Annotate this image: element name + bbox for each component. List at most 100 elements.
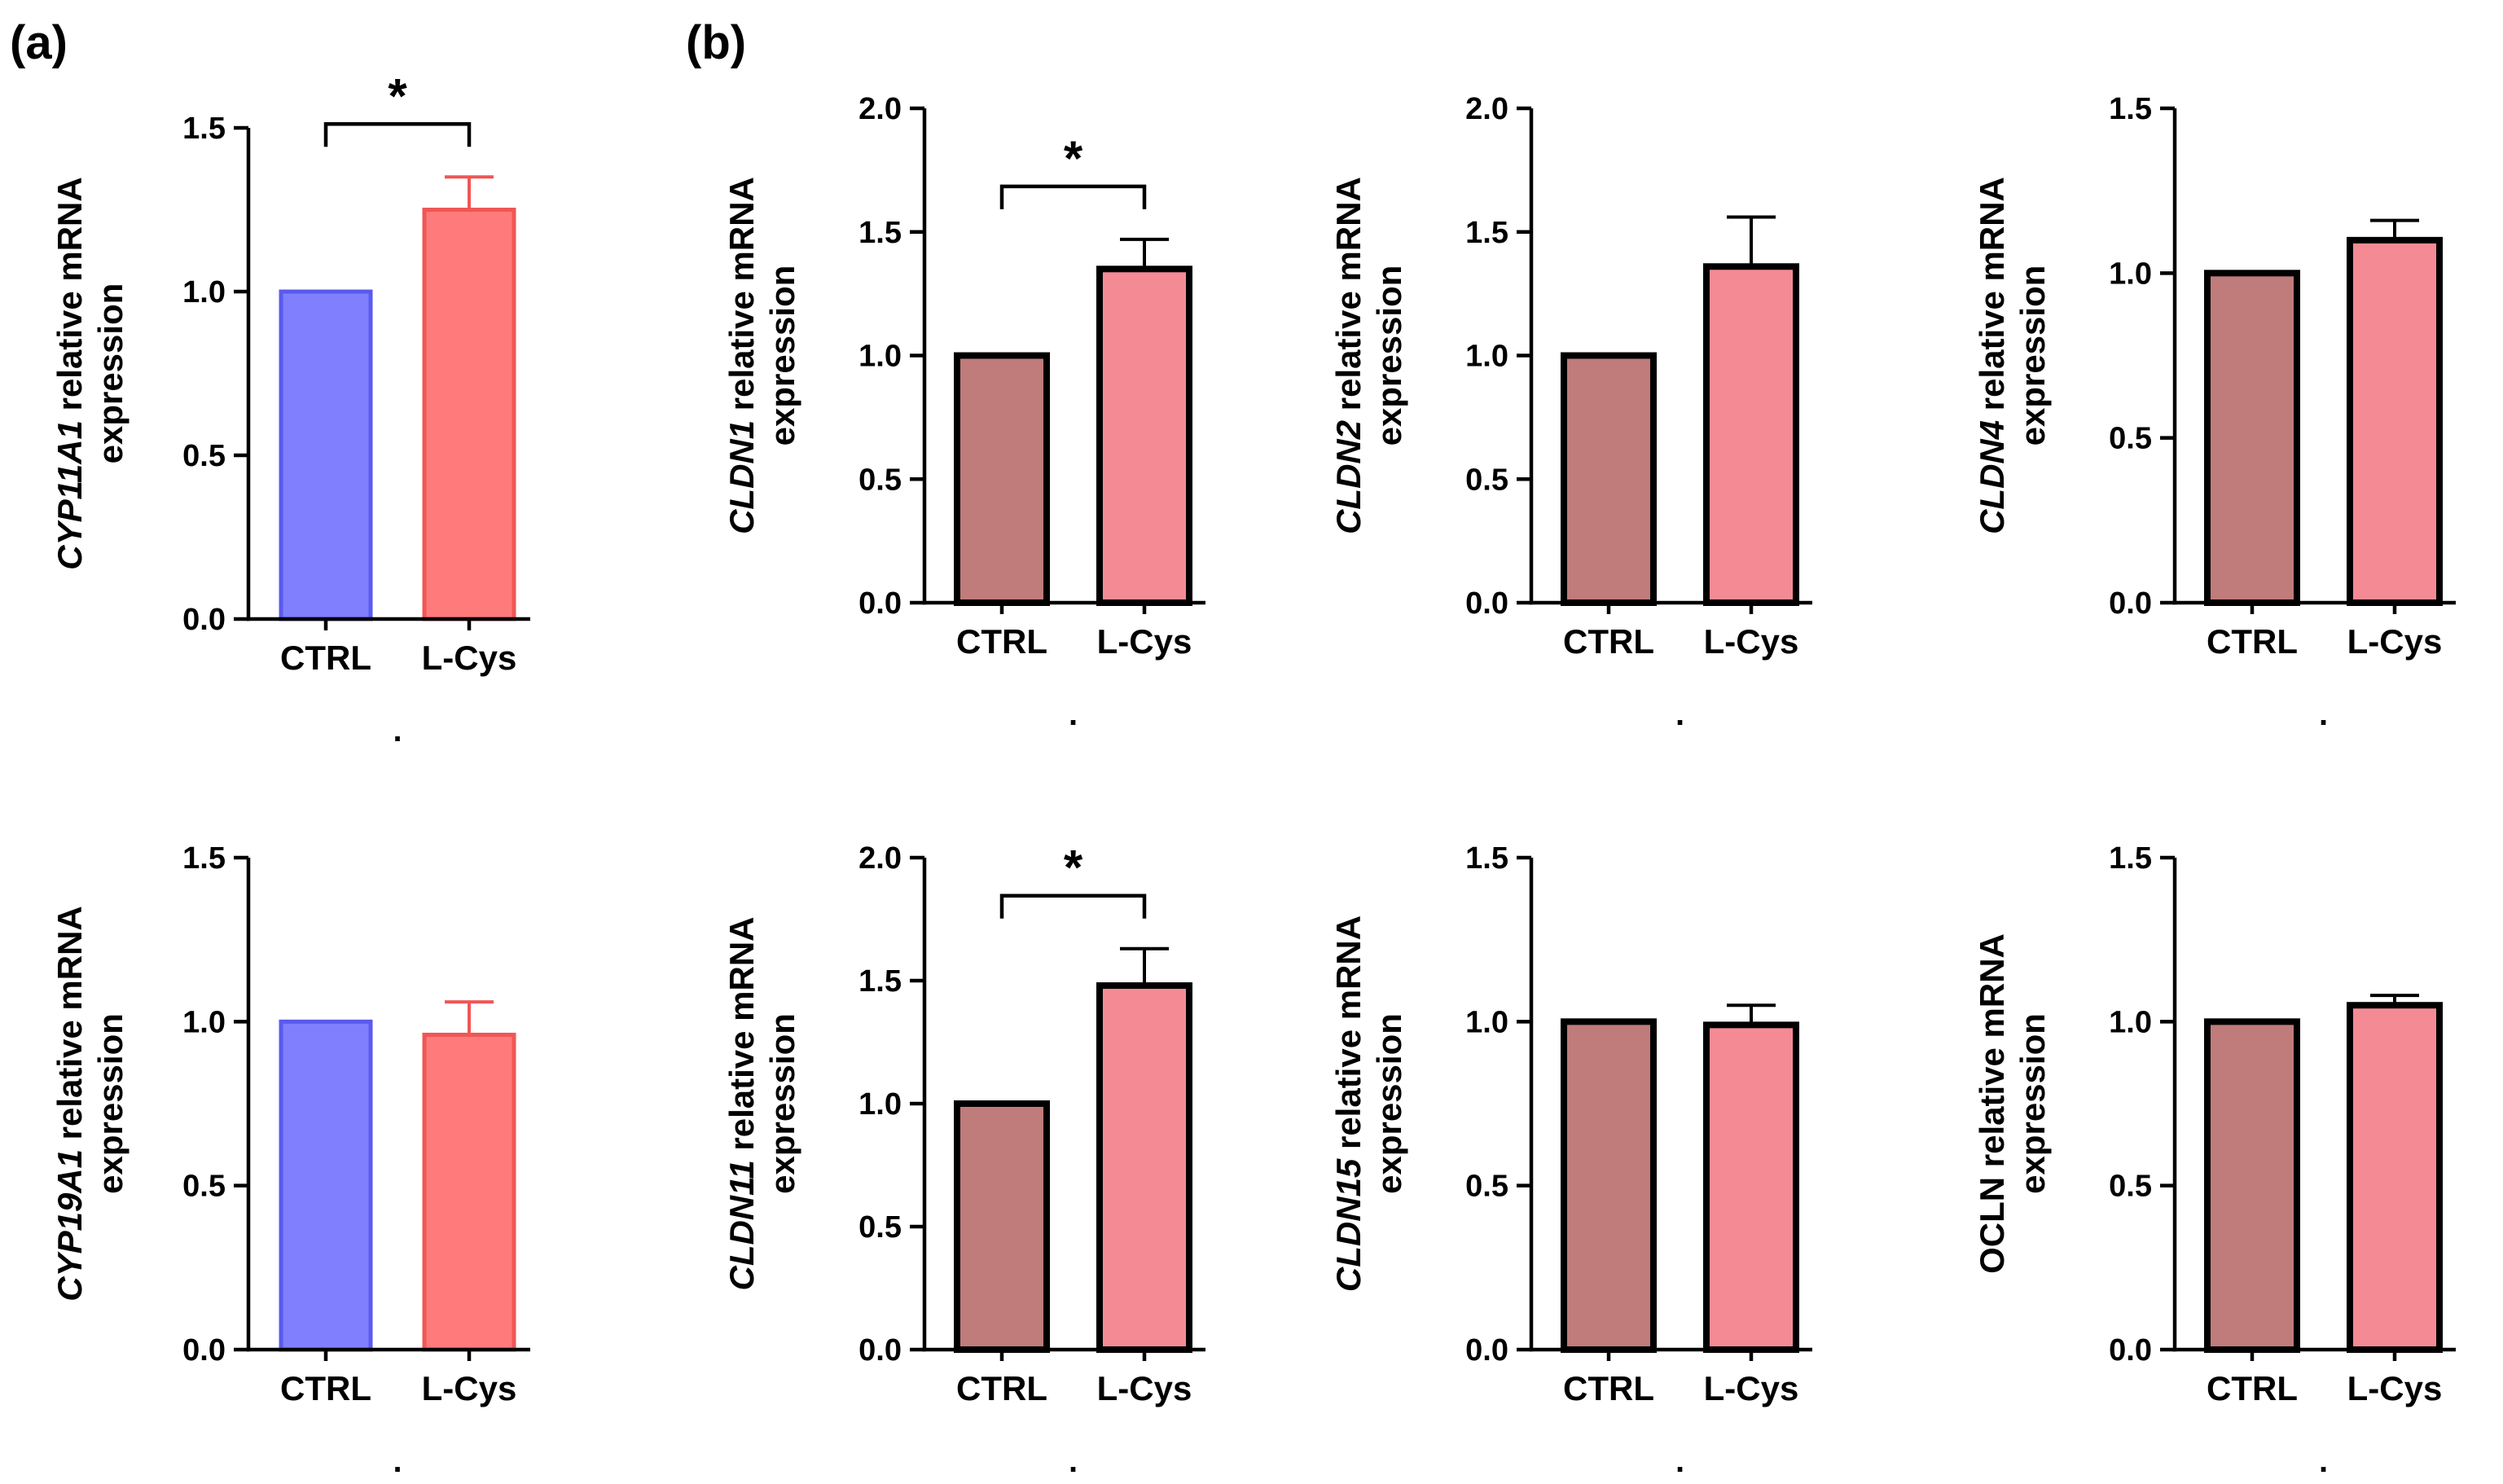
y-tick-label-cyp19a1-3: 1.5 — [182, 841, 226, 876]
y-tick-label-cldn2-1: 0.5 — [1465, 463, 1508, 497]
bar-cyp19a1-0 — [279, 1019, 373, 1352]
y-axis-label-cldn1: CLDN1 relative mRNA — [722, 177, 761, 534]
category-label-cldn11-0: CTRL — [956, 1369, 1047, 1407]
bar-cldn15-1 — [1703, 1021, 1799, 1353]
bar-cyp19a1-1 — [422, 1032, 516, 1352]
y-tick-label-cldn1-2: 1.0 — [858, 340, 902, 374]
chart-cyp19a1: CTRL L-Cys 0.0 0.5 1.0 1.5 CYP19A1 relative mR… — [50, 841, 530, 1479]
y-tick-label-cyp19a1-0: 0.0 — [182, 1333, 226, 1368]
y-tick-label-cldn11-1: 0.5 — [858, 1210, 902, 1245]
y-axis-label-rest-cldn2: relative mRNA — [1329, 177, 1368, 411]
category-label-ocln-0: CTRL — [2207, 1369, 2298, 1407]
y-axis-label-line2-cldn1: expression — [763, 266, 801, 446]
y-axis-label-rest-cyp11a1: relative mRNA — [50, 177, 89, 411]
category-label-cldn1-1: L-Cys — [1097, 622, 1192, 661]
y-tick-label-cyp11a1-2: 1.0 — [182, 275, 226, 310]
y-tick-label-cldn15-1: 0.5 — [1465, 1170, 1508, 1204]
y-tick-label-cldn1-1: 0.5 — [858, 463, 902, 497]
y-tick-label-cldn1-0: 0.0 — [858, 586, 902, 621]
y-tick-label-cldn1-4: 2.0 — [858, 92, 902, 126]
y-axis-label-line2-cldn4: expression — [2013, 266, 2052, 446]
bar-cyp11a1-1 — [422, 208, 516, 621]
y-axis-label-rest-cldn4: relative mRNA — [1973, 177, 2011, 411]
bar-cldn1-1 — [1096, 266, 1192, 606]
y-tick-label-cldn1-3: 1.5 — [858, 216, 902, 250]
y-tick-label-cldn11-3: 1.5 — [858, 964, 902, 999]
y-tick-label-cyp11a1-0: 0.0 — [182, 603, 226, 637]
category-label-cldn11-1: L-Cys — [1097, 1369, 1192, 1407]
bar-cldn4-1 — [2347, 236, 2443, 606]
y-axis-label-line2-cyp11a1: expression — [91, 283, 130, 464]
category-label-cldn15-1: L-Cys — [1704, 1369, 1799, 1407]
significance-star-cldn1: * — [1064, 131, 1083, 186]
significance-bracket-cldn1 — [999, 184, 1147, 209]
footnote-dot-cldn2: . — [1675, 696, 1684, 732]
y-tick-label-cldn11-2: 1.0 — [858, 1087, 902, 1122]
y-axis-label-cldn2: CLDN2 relative mRNA — [1329, 177, 1368, 534]
category-label-cldn15-0: CTRL — [1563, 1369, 1654, 1407]
y-axis-label-rest-cyp19a1: relative mRNA — [50, 906, 89, 1139]
significance-star-cyp11a1: * — [388, 68, 407, 123]
y-axis-label-rest-ocln: OCLN relative mRNA — [1973, 933, 2011, 1274]
footnote-dot-cldn1: . — [1069, 696, 1078, 732]
panel-label-b: (b) — [686, 16, 746, 69]
bar-cldn15-0 — [1561, 1018, 1657, 1354]
category-label-ocln-1: L-Cys — [2347, 1369, 2443, 1407]
category-label-cldn1-0: CTRL — [956, 622, 1047, 661]
category-label-cyp19a1-0: CTRL — [280, 1369, 371, 1407]
y-axis-label-gene-cyp19a1: CYP19A1 — [50, 1139, 89, 1301]
bar-cldn2-0 — [1561, 352, 1657, 606]
category-label-cyp11a1-0: CTRL — [280, 639, 371, 677]
chart-cldn15: CTRL L-Cys 0.0 0.5 1.0 1.5 CLDN15 relative mRN… — [1329, 841, 1812, 1479]
chart-cldn1: CTRL L-Cys 0.0 0.5 1.0 1.5 2.0 CLDN1 relative m… — [722, 92, 1205, 732]
bar-cyp11a1-0 — [279, 289, 373, 621]
y-tick-label-cldn15-3: 1.5 — [1465, 841, 1508, 876]
y-axis-label-gene-cldn2: CLDN2 — [1329, 411, 1368, 534]
footnote-dot-ocln: . — [2319, 1443, 2328, 1479]
footnote-dot-cldn11: . — [1069, 1443, 1078, 1479]
y-axis-label-gene-cldn4: CLDN4 — [1973, 411, 2011, 534]
y-tick-label-ocln-0: 0.0 — [2109, 1333, 2152, 1368]
category-label-cldn2-0: CTRL — [1563, 622, 1654, 661]
y-axis-label-cldn11: CLDN11 relative mRNA — [722, 916, 761, 1290]
footnote-dot-cyp11a1: . — [393, 713, 402, 749]
y-tick-label-cyp11a1-3: 1.5 — [182, 112, 226, 146]
y-axis-label-rest-cldn11: relative mRNA — [722, 916, 761, 1150]
y-axis-label-cyp19a1: CYP19A1 relative mRNA — [50, 906, 89, 1302]
y-tick-label-cldn4-1: 0.5 — [2109, 422, 2152, 456]
significance-star-cldn11: * — [1064, 841, 1083, 895]
bar-cldn11-0 — [954, 1100, 1050, 1353]
y-axis-label-line2-cldn2: expression — [1370, 266, 1408, 446]
footnote-dot-cldn4: . — [2319, 696, 2328, 732]
y-tick-label-cyp19a1-1: 0.5 — [182, 1170, 226, 1204]
y-axis-label-rest-cldn15: relative mRNA — [1329, 915, 1368, 1149]
y-axis-label-line2-cldn11: expression — [763, 1013, 801, 1194]
y-tick-label-cldn4-3: 1.5 — [2109, 92, 2152, 126]
panel-label-a: (a) — [10, 16, 68, 69]
y-axis-label-gene-cldn1: CLDN1 — [722, 411, 761, 534]
bar-cldn1-0 — [954, 352, 1050, 606]
y-tick-label-cldn2-3: 1.5 — [1465, 216, 1508, 250]
chart-ocln: CTRL L-Cys 0.0 0.5 1.0 1.5 OCLN relative mRNA e… — [1973, 841, 2456, 1479]
y-axis-label-gene-cyp11a1: CYP11A1 — [50, 411, 89, 569]
y-axis-label-gene-cldn15: CLDN15 — [1329, 1149, 1368, 1292]
category-label-cyp11a1-1: L-Cys — [422, 639, 517, 677]
y-tick-label-cldn15-0: 0.0 — [1465, 1333, 1508, 1368]
chart-cldn2: CTRL L-Cys 0.0 0.5 1.0 1.5 2.0 CLDN2 relative m… — [1329, 92, 1812, 732]
y-tick-label-cyp19a1-2: 1.0 — [182, 1005, 226, 1039]
y-tick-label-ocln-3: 1.5 — [2109, 841, 2152, 876]
category-label-cldn4-1: L-Cys — [2347, 622, 2443, 661]
y-tick-label-cyp11a1-1: 0.5 — [182, 439, 226, 473]
bar-ocln-1 — [2347, 1002, 2443, 1353]
y-axis-label-ocln: OCLN relative mRNA — [1973, 933, 2011, 1274]
charts-group: CTRL L-Cys 0.0 0.5 1.0 1.5 CYP11A1 relative mR… — [50, 68, 2456, 1479]
bar-cldn2-1 — [1703, 263, 1799, 606]
significance-bracket-cldn11 — [999, 893, 1147, 919]
footnote-dot-cyp19a1: . — [393, 1443, 402, 1479]
y-axis-label-gene-cldn11: CLDN11 — [722, 1151, 761, 1291]
y-axis-label-cldn15: CLDN15 relative mRNA — [1329, 915, 1368, 1292]
y-axis-label-line2-cldn15: expression — [1370, 1013, 1408, 1194]
y-tick-label-ocln-2: 1.0 — [2109, 1005, 2152, 1039]
y-axis-label-rest-cldn1: relative mRNA — [722, 177, 761, 411]
